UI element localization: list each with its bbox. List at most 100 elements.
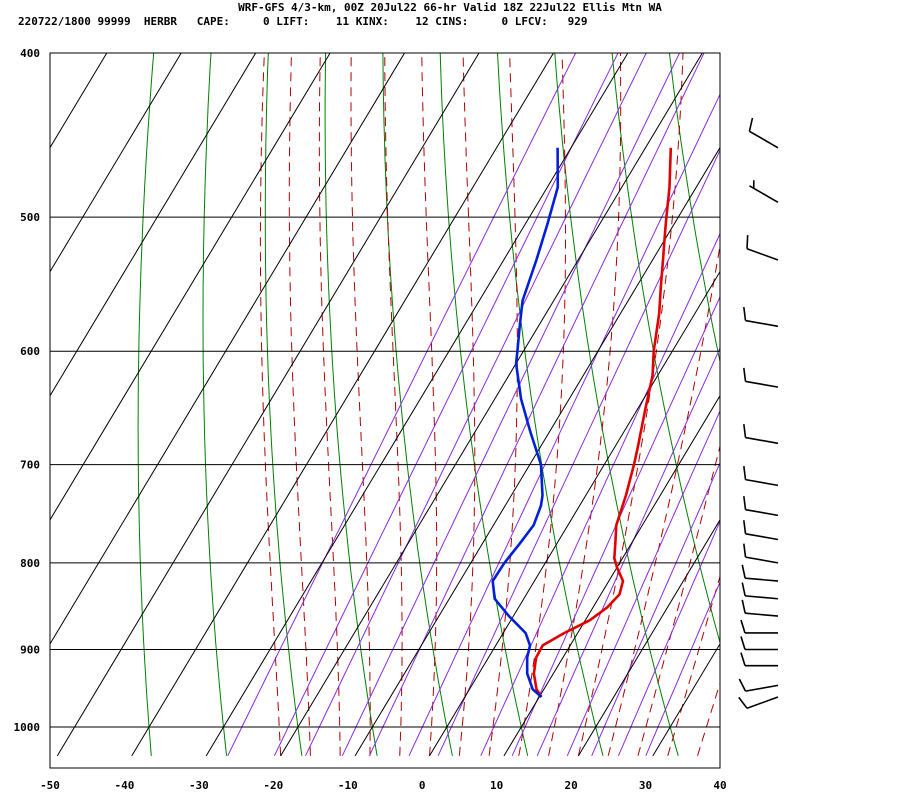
moist-adiabat xyxy=(548,53,622,756)
dry-adiabat xyxy=(784,53,900,756)
x-tick-label: -50 xyxy=(40,779,60,792)
temperature-trace xyxy=(532,147,673,698)
chart-title: WRF-GFS 4/3-km, 00Z 20Jul22 66-hr Valid … xyxy=(238,1,662,14)
barb-feather xyxy=(743,543,747,558)
y-tick-label: 900 xyxy=(20,643,40,656)
dry-adiabat xyxy=(137,53,155,756)
sounding-indices: 220722/1800 99999 HERBR CAPE: 0 LIFT: 11… xyxy=(18,15,588,28)
dewpoint-trace xyxy=(491,147,560,698)
wind-barbs xyxy=(738,117,779,710)
barb-shaft xyxy=(745,532,779,541)
barb-shaft xyxy=(745,556,779,564)
mixing-ratio-line xyxy=(305,53,647,757)
isotherm-isobar-grid xyxy=(50,53,720,757)
dry-adiabat xyxy=(611,53,720,645)
wind-barb xyxy=(748,117,779,149)
x-tick-label: 20 xyxy=(564,779,577,792)
barb-feather xyxy=(740,636,746,650)
wind-barb xyxy=(743,423,779,445)
wind-barb xyxy=(740,652,778,667)
barb-feather xyxy=(738,696,748,709)
x-tick-label: -20 xyxy=(263,779,283,792)
wind-barb xyxy=(741,564,779,582)
moist-adiabat xyxy=(259,53,282,756)
wind-barb xyxy=(740,636,778,651)
dry-adiabat xyxy=(727,53,900,756)
x-tick-label: 40 xyxy=(713,779,726,792)
moist-adiabat xyxy=(488,53,518,756)
barb-shaft xyxy=(745,508,779,517)
y-tick-label: 600 xyxy=(20,345,40,358)
mixing-ratio-line xyxy=(617,520,720,757)
barb-feather xyxy=(746,235,749,249)
barb-feather xyxy=(743,520,747,534)
moist-adiabat xyxy=(637,444,720,756)
wind-barb xyxy=(743,520,779,541)
isotherm xyxy=(50,53,257,397)
wind-barb xyxy=(749,180,779,203)
dry-adiabat xyxy=(382,53,453,756)
mixing-ratio-line xyxy=(591,461,720,757)
isotherm xyxy=(50,53,182,273)
moist-adiabat xyxy=(318,53,341,756)
dry-adiabat xyxy=(439,53,529,756)
barb-shaft xyxy=(745,478,779,487)
y-tick-label: 800 xyxy=(20,557,40,570)
mixing-ratio-line xyxy=(341,53,680,757)
barb-feather xyxy=(743,367,747,382)
dry-adiabat xyxy=(202,53,228,756)
y-tick-label: 1000 xyxy=(14,721,41,734)
barb-feather xyxy=(738,678,747,692)
wind-barb xyxy=(740,619,778,634)
moist-adiabat xyxy=(421,53,438,756)
pressure-axis-labels: 400 500 600 700 800 900 1000 xyxy=(14,47,41,734)
wind-barb xyxy=(743,367,779,388)
barb-feather xyxy=(743,496,747,510)
barb-feather xyxy=(741,599,746,614)
moist-adiabat xyxy=(697,681,720,756)
x-tick-label: -40 xyxy=(115,779,135,792)
barb-feather xyxy=(741,564,746,579)
moist-adiabat xyxy=(288,53,311,756)
mixing-ratio-line xyxy=(480,232,720,757)
barb-shaft xyxy=(745,595,779,600)
isotherm xyxy=(50,53,108,149)
barb-feather xyxy=(740,619,746,634)
wind-barb xyxy=(738,696,779,710)
x-tick-label: -10 xyxy=(338,779,358,792)
dry-adiabat xyxy=(324,53,378,756)
y-tick-label: 400 xyxy=(20,47,40,60)
barb-feather xyxy=(748,117,754,132)
barb-feather xyxy=(743,306,747,321)
mixing-ratio-line xyxy=(273,53,619,757)
mixing-ratio-line xyxy=(368,53,705,757)
barb-shaft xyxy=(745,684,779,692)
dry-adiabat xyxy=(554,53,679,756)
barb-shaft xyxy=(746,247,779,261)
barb-shaft xyxy=(745,319,779,328)
wind-barb xyxy=(743,496,779,517)
x-tick-label: 10 xyxy=(490,779,503,792)
x-tick-label: 30 xyxy=(639,779,652,792)
dry-adiabat xyxy=(841,53,900,756)
moist-adiabat xyxy=(607,242,720,756)
isotherm xyxy=(577,518,720,757)
isotherm xyxy=(354,146,720,757)
wind-barb xyxy=(743,543,779,564)
moist-adiabat xyxy=(727,53,900,756)
diagram-background-lines xyxy=(137,53,900,757)
barb-shaft xyxy=(745,380,779,388)
barb-feather xyxy=(741,582,746,597)
wind-barb xyxy=(743,306,779,328)
isotherm xyxy=(429,270,720,757)
dry-adiabat xyxy=(497,53,604,756)
x-tick-label: 0 xyxy=(419,779,426,792)
plot-frame xyxy=(49,52,721,769)
wind-barb xyxy=(746,235,779,261)
wind-barb xyxy=(741,582,779,600)
moist-adiabat xyxy=(384,53,403,756)
dry-adiabat xyxy=(668,53,720,364)
barb-feather xyxy=(740,652,746,666)
isotherm xyxy=(50,53,331,521)
